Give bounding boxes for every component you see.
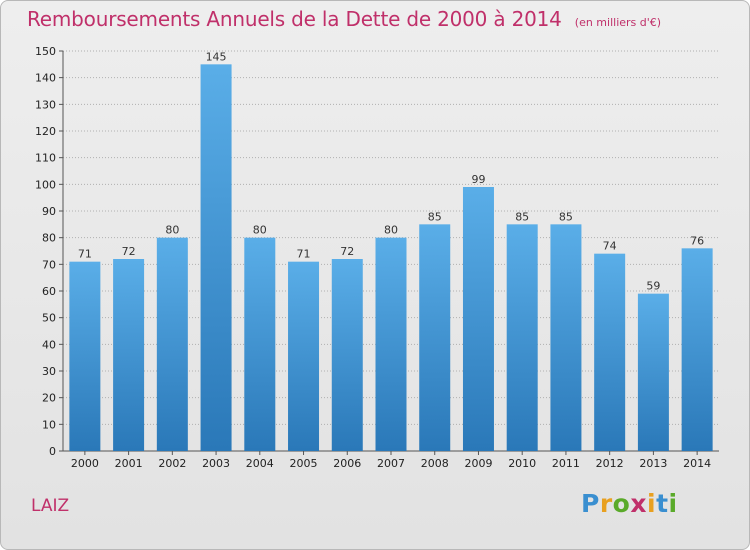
y-tick-label: 110: [35, 152, 56, 165]
bar-2009: [462, 187, 494, 451]
y-tick-label: 30: [42, 365, 56, 378]
chart-title-unit: (en milliers d'€): [574, 16, 662, 29]
bar-2005: [288, 261, 320, 451]
x-tick-label: 2004: [246, 457, 274, 470]
bar-2001: [113, 259, 145, 451]
x-tick-label: 2013: [639, 457, 667, 470]
chart-title-main: Remboursements Annuels de la Dette de 20…: [27, 7, 562, 31]
y-tick-label: 20: [42, 392, 56, 405]
y-tick-label: 130: [35, 98, 56, 111]
bar-2013: [637, 293, 669, 451]
bar-value-label: 145: [206, 50, 227, 63]
x-tick-label: 2009: [464, 457, 492, 470]
bar-2011: [550, 224, 582, 451]
bar-value-label: 71: [78, 248, 92, 261]
x-tick-label: 2012: [596, 457, 624, 470]
bar-2003: [200, 64, 232, 452]
y-tick-label: 0: [49, 445, 56, 458]
x-tick-label: 2005: [290, 457, 318, 470]
x-tick-label: 2001: [115, 457, 143, 470]
y-tick-label: 150: [35, 45, 56, 58]
commune-name: LAIZ: [31, 496, 70, 516]
bar-value-label: 71: [297, 248, 311, 261]
x-tick-label: 2003: [202, 457, 230, 470]
y-tick-label: 40: [42, 338, 56, 351]
y-tick-label: 120: [35, 125, 56, 138]
y-tick-label: 80: [42, 232, 56, 245]
x-tick-label: 2007: [377, 457, 405, 470]
x-tick-label: 2008: [421, 457, 449, 470]
y-tick-label: 50: [42, 312, 56, 325]
bar-2007: [375, 237, 407, 451]
bar-value-label: 80: [253, 224, 267, 237]
bar-value-label: 59: [646, 280, 660, 293]
bar-value-label: 99: [471, 173, 485, 186]
bar-value-label: 85: [428, 210, 442, 223]
bar-value-label: 85: [515, 210, 529, 223]
bar-2012: [594, 253, 626, 451]
bar-2014: [681, 248, 713, 451]
y-tick-label: 70: [42, 258, 56, 271]
bar-value-label: 85: [559, 210, 573, 223]
bar-2000: [69, 261, 101, 451]
x-tick-label: 2002: [158, 457, 186, 470]
bar-value-label: 76: [690, 234, 704, 247]
bar-value-label: 80: [165, 224, 179, 237]
x-tick-label: 2014: [683, 457, 711, 470]
bar-value-label: 74: [603, 240, 617, 253]
x-tick-label: 2006: [333, 457, 361, 470]
bar-value-label: 80: [384, 224, 398, 237]
proxiti-logo: Proxiti: [581, 489, 678, 518]
x-tick-label: 2000: [71, 457, 99, 470]
x-tick-label: 2011: [552, 457, 580, 470]
bar-2008: [419, 224, 451, 451]
y-tick-label: 140: [35, 72, 56, 85]
bar-2006: [331, 259, 363, 451]
bar-2010: [506, 224, 538, 451]
y-tick-label: 100: [35, 178, 56, 191]
y-tick-label: 60: [42, 285, 56, 298]
bar-2004: [244, 237, 276, 451]
y-tick-label: 90: [42, 205, 56, 218]
x-tick-label: 2010: [508, 457, 536, 470]
bar-value-label: 72: [340, 245, 354, 258]
y-tick-label: 10: [42, 418, 56, 431]
chart-title: Remboursements Annuels de la Dette de 20…: [27, 7, 661, 31]
bar-value-label: 72: [122, 245, 136, 258]
bar-2002: [156, 237, 188, 451]
